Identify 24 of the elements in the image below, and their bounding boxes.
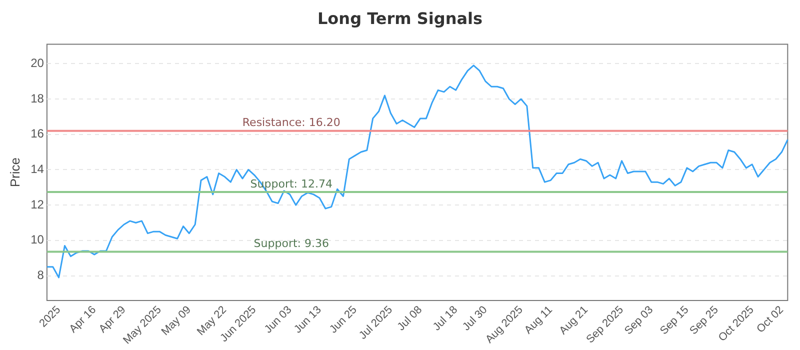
chart-title: Long Term Signals — [316, 8, 484, 30]
y-tick-label: 8 — [37, 268, 44, 282]
x-tick-label: Jun 03 — [262, 304, 294, 336]
x-tick-label: Jun 13 — [292, 304, 324, 336]
ref-line-label: Resistance: 16.20 — [242, 116, 340, 130]
y-tick-label: 14 — [30, 162, 44, 176]
y-tick-label: 12 — [30, 197, 44, 212]
y-tick-label: 18 — [30, 91, 44, 106]
x-tick-label: Aug 11 — [522, 304, 555, 337]
ref-line-label: Support: 9.36 — [254, 237, 329, 250]
y-tick-label: 10 — [30, 232, 44, 247]
y-axis-title: Price — [7, 158, 22, 188]
x-tick-label: Apr 29 — [96, 304, 128, 336]
x-tick-label: Sep 03 — [622, 304, 656, 338]
y-tick-label: 16 — [30, 126, 44, 141]
x-tick-label: May 09 — [159, 304, 194, 338]
y-tick-label: 20 — [30, 56, 44, 70]
x-tick-label: Apr 16 — [67, 304, 99, 336]
x-tick-label: Oct 02 — [754, 304, 786, 336]
x-tick-label: Jun 25 — [328, 304, 360, 336]
x-tick-label: Jul 30 — [460, 304, 490, 334]
x-tick-label: Sep 15 — [658, 304, 692, 338]
x-tick-label: Jul 08 — [395, 304, 425, 334]
x-tick-label: Jul 18 — [430, 304, 460, 334]
